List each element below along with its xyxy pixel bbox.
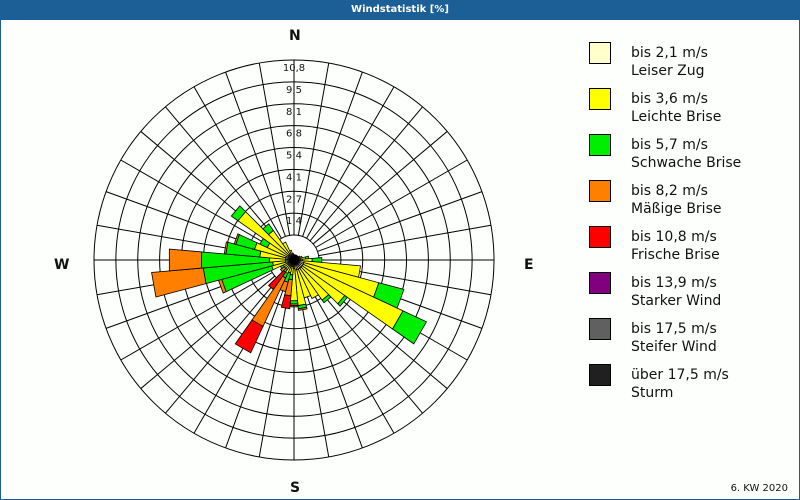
wind-sector-segment (280, 294, 292, 310)
legend-range: bis 10,8 m/s (631, 229, 717, 245)
legend-name: Leichte Brise (631, 109, 722, 125)
direction-west-label: W (54, 257, 70, 273)
wind-sector-segment (289, 300, 299, 305)
legend-swatch (589, 180, 611, 202)
legend-swatch (589, 226, 611, 248)
direction-east-label: E (524, 257, 534, 273)
legend-swatch (589, 272, 611, 294)
legend-name: Schwache Brise (631, 155, 742, 171)
wind-sector-segment (279, 266, 287, 273)
legend-swatch (589, 318, 611, 340)
chart-title: Windstatistik [%] (0, 0, 800, 20)
legend-swatch (589, 42, 611, 64)
wind-sector-segment (291, 252, 294, 256)
direction-north-label: N (289, 28, 301, 44)
wind-sector-segment (297, 267, 319, 300)
legend-range: über 17,5 m/s (631, 367, 729, 383)
radial-tick-label: 9,5 (286, 85, 302, 96)
radial-tick-label: 5,4 (286, 151, 302, 162)
wind-sector-segment (262, 223, 274, 236)
wind-sector-segment (233, 233, 240, 245)
legend-range: bis 2,1 m/s (631, 45, 708, 61)
wind-sector-segment (251, 275, 287, 327)
legend-range: bis 17,5 m/s (631, 321, 717, 337)
radial-tick-label: 2,7 (286, 194, 302, 205)
radial-tick-label: 10,8 (283, 63, 305, 74)
wind-sector-segment (392, 310, 428, 345)
direction-south-label: S (290, 480, 301, 496)
wind-sector-segment (321, 294, 332, 304)
wind-sector-segment (234, 319, 264, 354)
legend-range: bis 3,6 m/s (631, 91, 708, 107)
legend-swatch (589, 364, 611, 386)
legend-range: bis 5,7 m/s (631, 137, 708, 153)
legend-name: Sturm (631, 385, 674, 401)
wind-sector-segment (297, 306, 308, 311)
legend-name: Leiser Zug (631, 63, 705, 79)
legend-name: Steifer Wind (631, 339, 717, 355)
wind-sector-segment (289, 303, 299, 306)
wind-sector-segment (337, 294, 348, 307)
wind-sector-segment (168, 248, 203, 272)
legend-range: bis 13,9 m/s (631, 275, 717, 291)
legend-swatch (589, 134, 611, 156)
wind-sector-segment (223, 241, 229, 255)
legend-name: Starker Wind (631, 293, 722, 309)
radial-tick-label: 6,8 (286, 129, 302, 140)
legend-name: Mäßige Brise (631, 201, 722, 217)
legend-swatch (589, 88, 611, 110)
period-label: 6. KW 2020 (730, 483, 788, 494)
radial-tick-label: 1,4 (286, 216, 302, 227)
wind-sector-segment (230, 205, 247, 222)
radial-tick-label: 4,1 (286, 172, 302, 183)
wind-sectors (151, 205, 428, 354)
wind-sector-segment (267, 270, 286, 291)
wind-sector-segment (151, 267, 207, 298)
legend-name: Frische Brise (631, 247, 720, 263)
radial-tick-label: 8,1 (286, 107, 302, 118)
legend-range: bis 8,2 m/s (631, 183, 708, 199)
radial-tick-labels: 1,4 2,7 4,1 5,4 6,8 8,1 9,5 10,8 (283, 63, 305, 227)
